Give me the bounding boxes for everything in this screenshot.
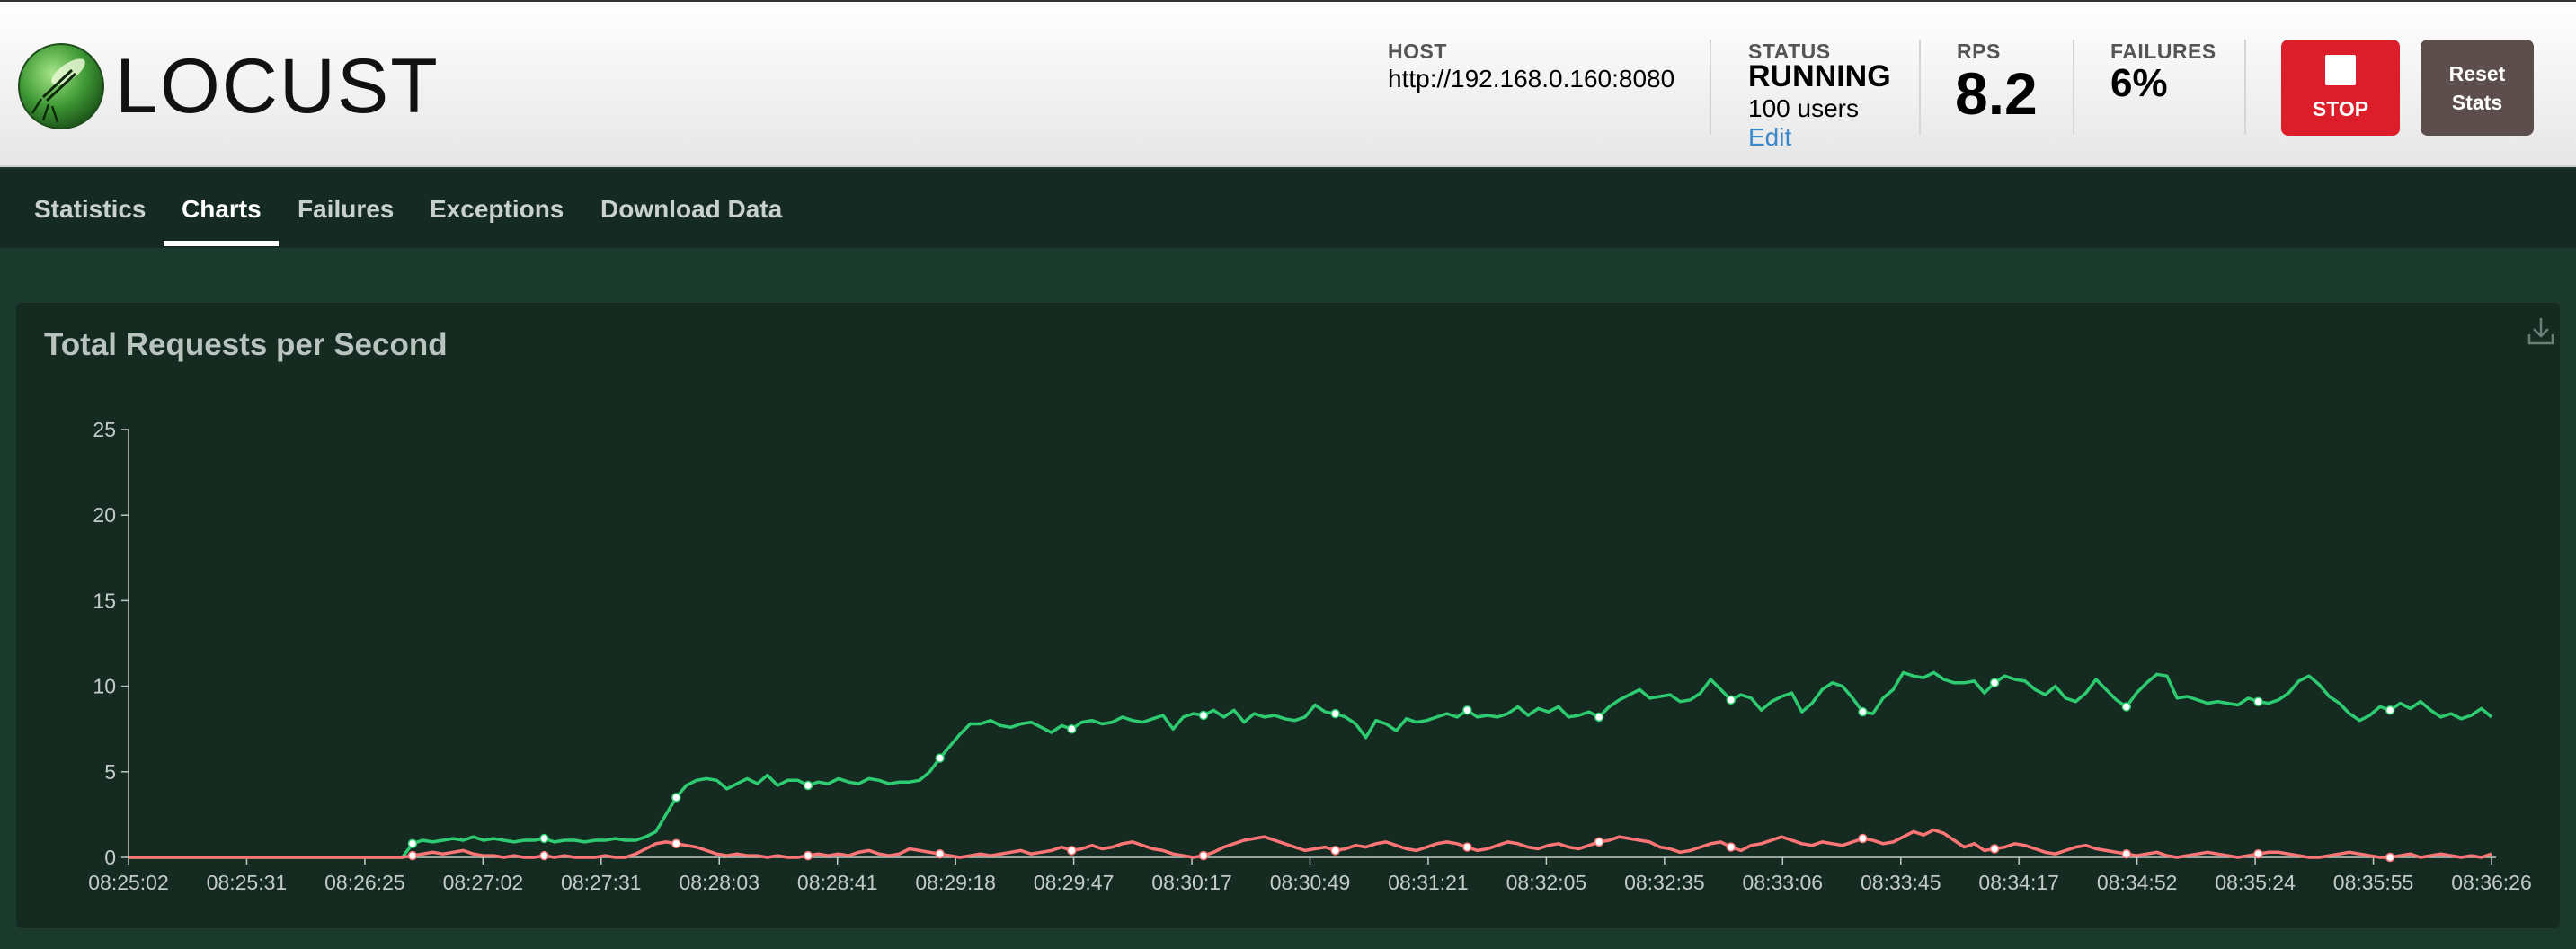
locust-logo-icon xyxy=(18,43,104,129)
data-point xyxy=(1198,710,1209,721)
data-point xyxy=(1330,708,1340,719)
x-tick-label: 08:36:26 xyxy=(2451,871,2532,894)
x-tick-label: 08:25:02 xyxy=(88,871,169,894)
brand-name: LOCUST xyxy=(115,43,440,129)
data-point xyxy=(1594,837,1604,847)
x-tick-label: 08:29:18 xyxy=(915,871,996,894)
data-point xyxy=(1989,678,2000,688)
tab-failures[interactable]: Failures xyxy=(298,195,395,223)
tab-bar: Statistics Charts Failures Exceptions Do… xyxy=(0,169,2576,248)
divider xyxy=(1919,40,1921,135)
download-icon[interactable] xyxy=(2526,315,2556,347)
x-tick-label: 08:34:52 xyxy=(2097,871,2178,894)
y-tick-label: 25 xyxy=(93,418,116,441)
x-tick-label: 08:25:31 xyxy=(207,871,288,894)
data-point xyxy=(407,838,418,849)
data-point xyxy=(2121,848,2132,859)
chart-card xyxy=(15,302,2561,929)
data-point xyxy=(2121,702,2132,712)
data-point xyxy=(803,850,813,861)
data-point xyxy=(1858,833,1868,844)
x-tick-label: 08:34:17 xyxy=(1978,871,2059,894)
tab-download-data[interactable]: Download Data xyxy=(600,195,783,223)
data-point xyxy=(1726,842,1737,852)
data-point xyxy=(1330,846,1340,856)
y-tick-label: 5 xyxy=(104,760,116,784)
data-point xyxy=(1726,695,1737,705)
rps-value: 8.2 xyxy=(1955,60,2038,127)
x-tick-label: 08:32:05 xyxy=(1506,871,1587,894)
x-tick-label: 08:27:31 xyxy=(561,871,642,894)
data-point xyxy=(2385,705,2395,715)
x-tick-label: 08:26:25 xyxy=(324,871,405,894)
failures-value: 6% xyxy=(2110,61,2168,105)
y-tick-label: 20 xyxy=(93,503,116,527)
rps-label: RPS xyxy=(1957,40,2001,63)
x-tick-label: 08:33:06 xyxy=(1743,871,1824,894)
divider xyxy=(2073,40,2074,135)
data-point xyxy=(1462,705,1472,715)
data-point xyxy=(1067,846,1077,856)
stop-icon xyxy=(2325,55,2356,85)
reset-stats-button[interactable]: Reset Stats xyxy=(2421,40,2534,136)
failures-label: FAILURES xyxy=(2110,40,2216,63)
x-tick-label: 08:35:24 xyxy=(2215,871,2296,894)
x-tick-label: 08:28:41 xyxy=(797,871,878,894)
series-line-1 xyxy=(129,828,2492,859)
data-point xyxy=(1989,844,2000,854)
data-point xyxy=(1594,712,1604,723)
x-tick-label: 08:33:45 xyxy=(1861,871,1941,894)
data-point xyxy=(2253,696,2263,706)
data-point xyxy=(407,850,418,861)
y-tick-label: 10 xyxy=(93,675,116,698)
x-tick-label: 08:30:49 xyxy=(1270,871,1351,894)
stop-button-label: STOP xyxy=(2312,97,2369,120)
data-point xyxy=(671,793,681,803)
tab-charts[interactable]: Charts xyxy=(182,195,262,223)
divider xyxy=(2244,40,2246,135)
user-count: 100 users xyxy=(1748,94,1859,122)
host-value: http://192.168.0.160:8080 xyxy=(1388,65,1675,93)
data-point xyxy=(935,753,945,763)
top-bar: LOCUST HOST http://192.168.0.160:8080 ST… xyxy=(0,0,2576,167)
data-point xyxy=(539,850,549,861)
active-tab-indicator xyxy=(164,241,279,246)
data-point xyxy=(1198,850,1209,861)
data-point xyxy=(1067,723,1077,734)
data-point xyxy=(2385,852,2395,863)
series-line-0 xyxy=(129,670,2493,859)
x-tick-label: 08:28:03 xyxy=(679,871,759,894)
x-tick-label: 08:27:02 xyxy=(443,871,524,894)
divider xyxy=(1710,40,1711,135)
stop-button[interactable]: STOP xyxy=(2281,40,2400,136)
data-point xyxy=(803,780,813,791)
status-value: RUNNING xyxy=(1748,59,1891,93)
data-point xyxy=(935,848,945,859)
x-tick-label: 08:30:17 xyxy=(1151,871,1232,894)
data-point xyxy=(671,838,681,849)
chart-title: Total Requests per Second xyxy=(44,327,448,362)
x-tick-label: 08:29:47 xyxy=(1034,871,1115,894)
x-tick-label: 08:35:55 xyxy=(2333,871,2414,894)
y-tick-label: 0 xyxy=(104,846,116,869)
host-label: HOST xyxy=(1388,40,1447,63)
status-label: STATUS xyxy=(1748,40,1831,63)
tab-statistics[interactable]: Statistics xyxy=(34,195,147,223)
data-point xyxy=(539,833,549,844)
data-point xyxy=(1858,706,1868,717)
x-tick-label: 08:31:21 xyxy=(1388,871,1469,894)
data-point xyxy=(1462,842,1472,852)
y-tick-label: 15 xyxy=(93,589,116,612)
x-tick-label: 08:32:35 xyxy=(1624,871,1705,894)
tab-exceptions[interactable]: Exceptions xyxy=(430,195,564,223)
edit-users-link[interactable]: Edit xyxy=(1748,123,1792,151)
data-point xyxy=(2253,848,2263,859)
